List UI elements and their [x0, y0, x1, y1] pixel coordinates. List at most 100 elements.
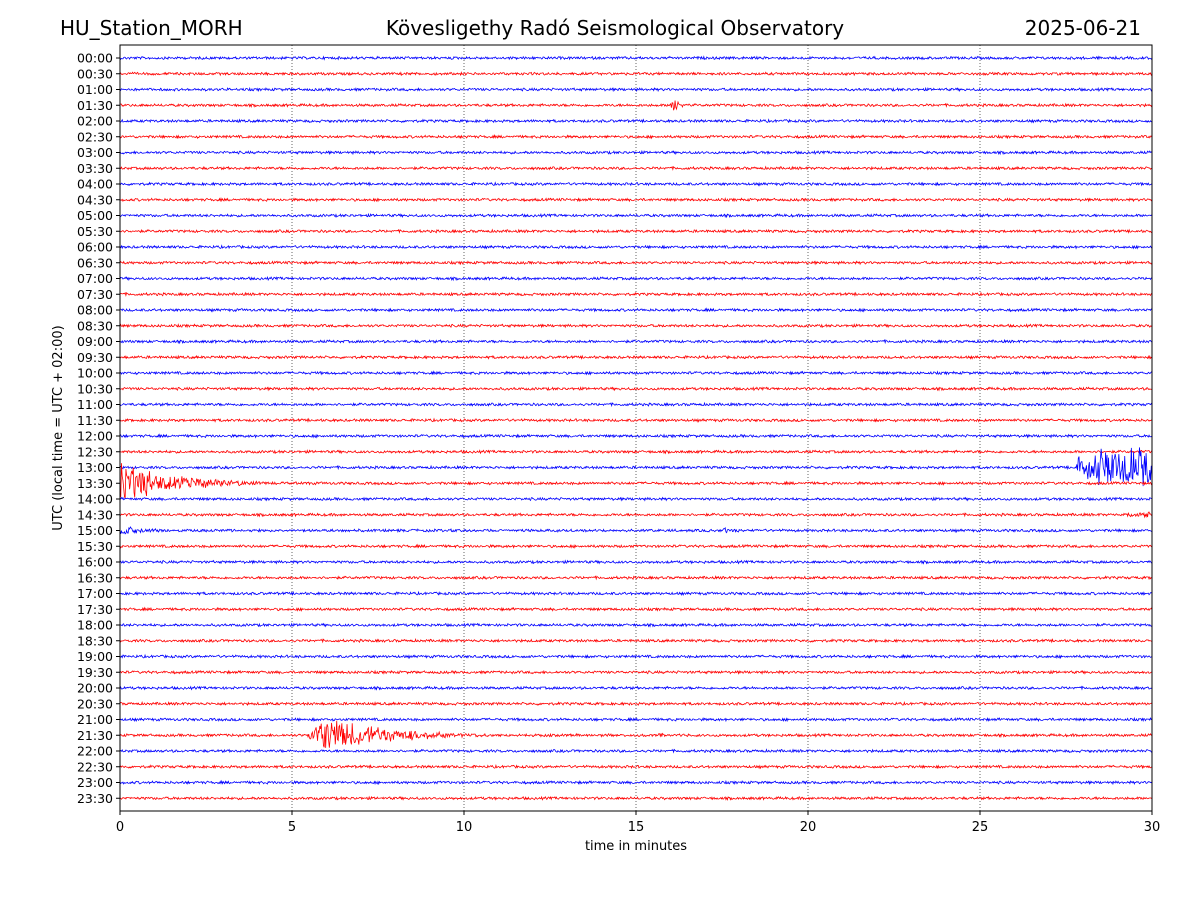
- trace-line: [119, 181, 1153, 187]
- chart-date: 2025-06-21: [1024, 16, 1141, 40]
- y-tick-label: 17:00: [77, 586, 113, 601]
- x-axis-label: time in minutes: [585, 839, 687, 854]
- trace-line: [119, 511, 1153, 519]
- trace-line: [119, 748, 1153, 754]
- trace-line: [119, 228, 1153, 234]
- y-tick-label: 17:30: [77, 602, 113, 617]
- y-tick-label: 15:30: [77, 539, 113, 554]
- y-tick-label: 03:00: [77, 145, 113, 160]
- y-tick-label: 18:30: [77, 633, 113, 648]
- trace-line: [119, 134, 1153, 140]
- y-tick-label: 00:30: [77, 66, 113, 81]
- trace-line: [119, 779, 1153, 786]
- trace-line: [119, 716, 1153, 723]
- x-tick-label: 30: [1144, 820, 1161, 835]
- y-tick-label: 05:30: [77, 224, 113, 239]
- trace-line: [119, 100, 1153, 111]
- trace-line: [119, 212, 1153, 219]
- y-tick-label: 15:00: [77, 523, 113, 538]
- y-tick-label: 13:00: [77, 460, 113, 475]
- trace-line: [119, 197, 1153, 203]
- y-tick-label: 12:00: [77, 429, 113, 444]
- trace-line: [119, 244, 1153, 250]
- y-tick-label: 01:30: [77, 98, 113, 113]
- trace-line: [119, 700, 1153, 707]
- station-name: HU_Station_MORH: [60, 16, 243, 40]
- trace-line: [119, 795, 1153, 802]
- x-tick-label: 15: [628, 820, 645, 835]
- seismic-traces: [119, 55, 1153, 802]
- trace-line: [119, 401, 1153, 408]
- y-tick-label: 04:00: [77, 177, 113, 192]
- trace-line: [119, 260, 1153, 266]
- y-tick-label: 20:00: [77, 681, 113, 696]
- trace-line: [119, 370, 1153, 376]
- trace-line: [119, 622, 1153, 628]
- trace-line: [119, 496, 1153, 502]
- x-tick-label: 10: [456, 820, 473, 835]
- y-tick-label: 01:00: [77, 82, 113, 97]
- y-tick-label: 12:30: [77, 444, 113, 459]
- chart-title: Kövesligethy Radó Seismological Observat…: [385, 16, 845, 40]
- y-tick-label: 07:00: [77, 271, 113, 286]
- y-tick-label: 02:30: [77, 129, 113, 144]
- trace-line: [119, 149, 1153, 156]
- trace-line: [119, 543, 1153, 549]
- trace-line: [119, 417, 1153, 423]
- trace-line: [119, 590, 1153, 597]
- y-tick-label: 11:00: [77, 397, 113, 412]
- y-tick-label: 02:00: [77, 114, 113, 129]
- trace-line: [119, 323, 1153, 329]
- y-tick-label: 14:00: [77, 492, 113, 507]
- y-tick-label: 22:30: [77, 759, 113, 774]
- y-tick-label: 08:30: [77, 318, 113, 333]
- trace-line: [119, 275, 1153, 282]
- y-tick-label: 22:00: [77, 744, 113, 759]
- y-tick-label: 00:00: [77, 51, 113, 66]
- trace-line: [119, 637, 1153, 644]
- y-tick-label: 21:00: [77, 712, 113, 727]
- y-tick-label: 20:30: [77, 696, 113, 711]
- axis-ticks: 0 5 10 15 20 25 30 00:0000:3001:0001:3002:0002:…: [77, 51, 1160, 836]
- y-tick-label: 18:00: [77, 618, 113, 633]
- y-tick-label: 09:00: [77, 334, 113, 349]
- trace-line: [119, 291, 1153, 297]
- x-tick-label: 5: [288, 820, 296, 835]
- trace-line: [119, 118, 1153, 124]
- trace-line: [119, 720, 1153, 748]
- trace-line: [119, 55, 1153, 61]
- y-tick-label: 06:00: [77, 240, 113, 255]
- y-tick-label: 21:30: [77, 728, 113, 743]
- y-tick-label: 19:00: [77, 649, 113, 664]
- y-tick-label: 09:30: [77, 350, 113, 365]
- y-tick-label: 14:30: [77, 507, 113, 522]
- trace-line: [119, 574, 1153, 581]
- trace-line: [119, 653, 1153, 660]
- y-tick-label: 16:00: [77, 555, 113, 570]
- trace-line: [119, 307, 1153, 313]
- trace-line: [119, 165, 1153, 171]
- trace-line: [119, 449, 1153, 455]
- grid-lines: [291, 45, 981, 811]
- y-tick-label: 10:30: [77, 381, 113, 396]
- trace-line: [119, 526, 1153, 535]
- trace-line: [119, 354, 1153, 360]
- y-tick-label: 07:30: [77, 287, 113, 302]
- y-tick-label: 03:30: [77, 161, 113, 176]
- y-tick-label: 06:30: [77, 255, 113, 270]
- trace-line: [119, 606, 1153, 612]
- trace-line: [119, 463, 1153, 499]
- trace-line: [119, 338, 1153, 345]
- trace-line: [119, 685, 1153, 691]
- y-tick-label: 23:00: [77, 775, 113, 790]
- y-tick-label: 11:30: [77, 413, 113, 428]
- trace-line: [119, 763, 1153, 770]
- trace-line: [119, 86, 1153, 93]
- y-tick-label: 05:00: [77, 208, 113, 223]
- y-tick-label: 04:30: [77, 192, 113, 207]
- y-tick-label: 23:30: [77, 791, 113, 806]
- y-tick-label: 13:30: [77, 476, 113, 491]
- y-tick-label: 19:30: [77, 665, 113, 680]
